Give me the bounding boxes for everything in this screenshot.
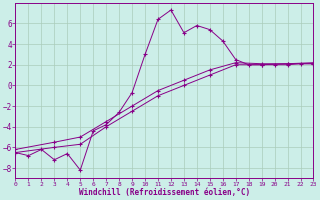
X-axis label: Windchill (Refroidissement éolien,°C): Windchill (Refroidissement éolien,°C) [79,188,250,197]
